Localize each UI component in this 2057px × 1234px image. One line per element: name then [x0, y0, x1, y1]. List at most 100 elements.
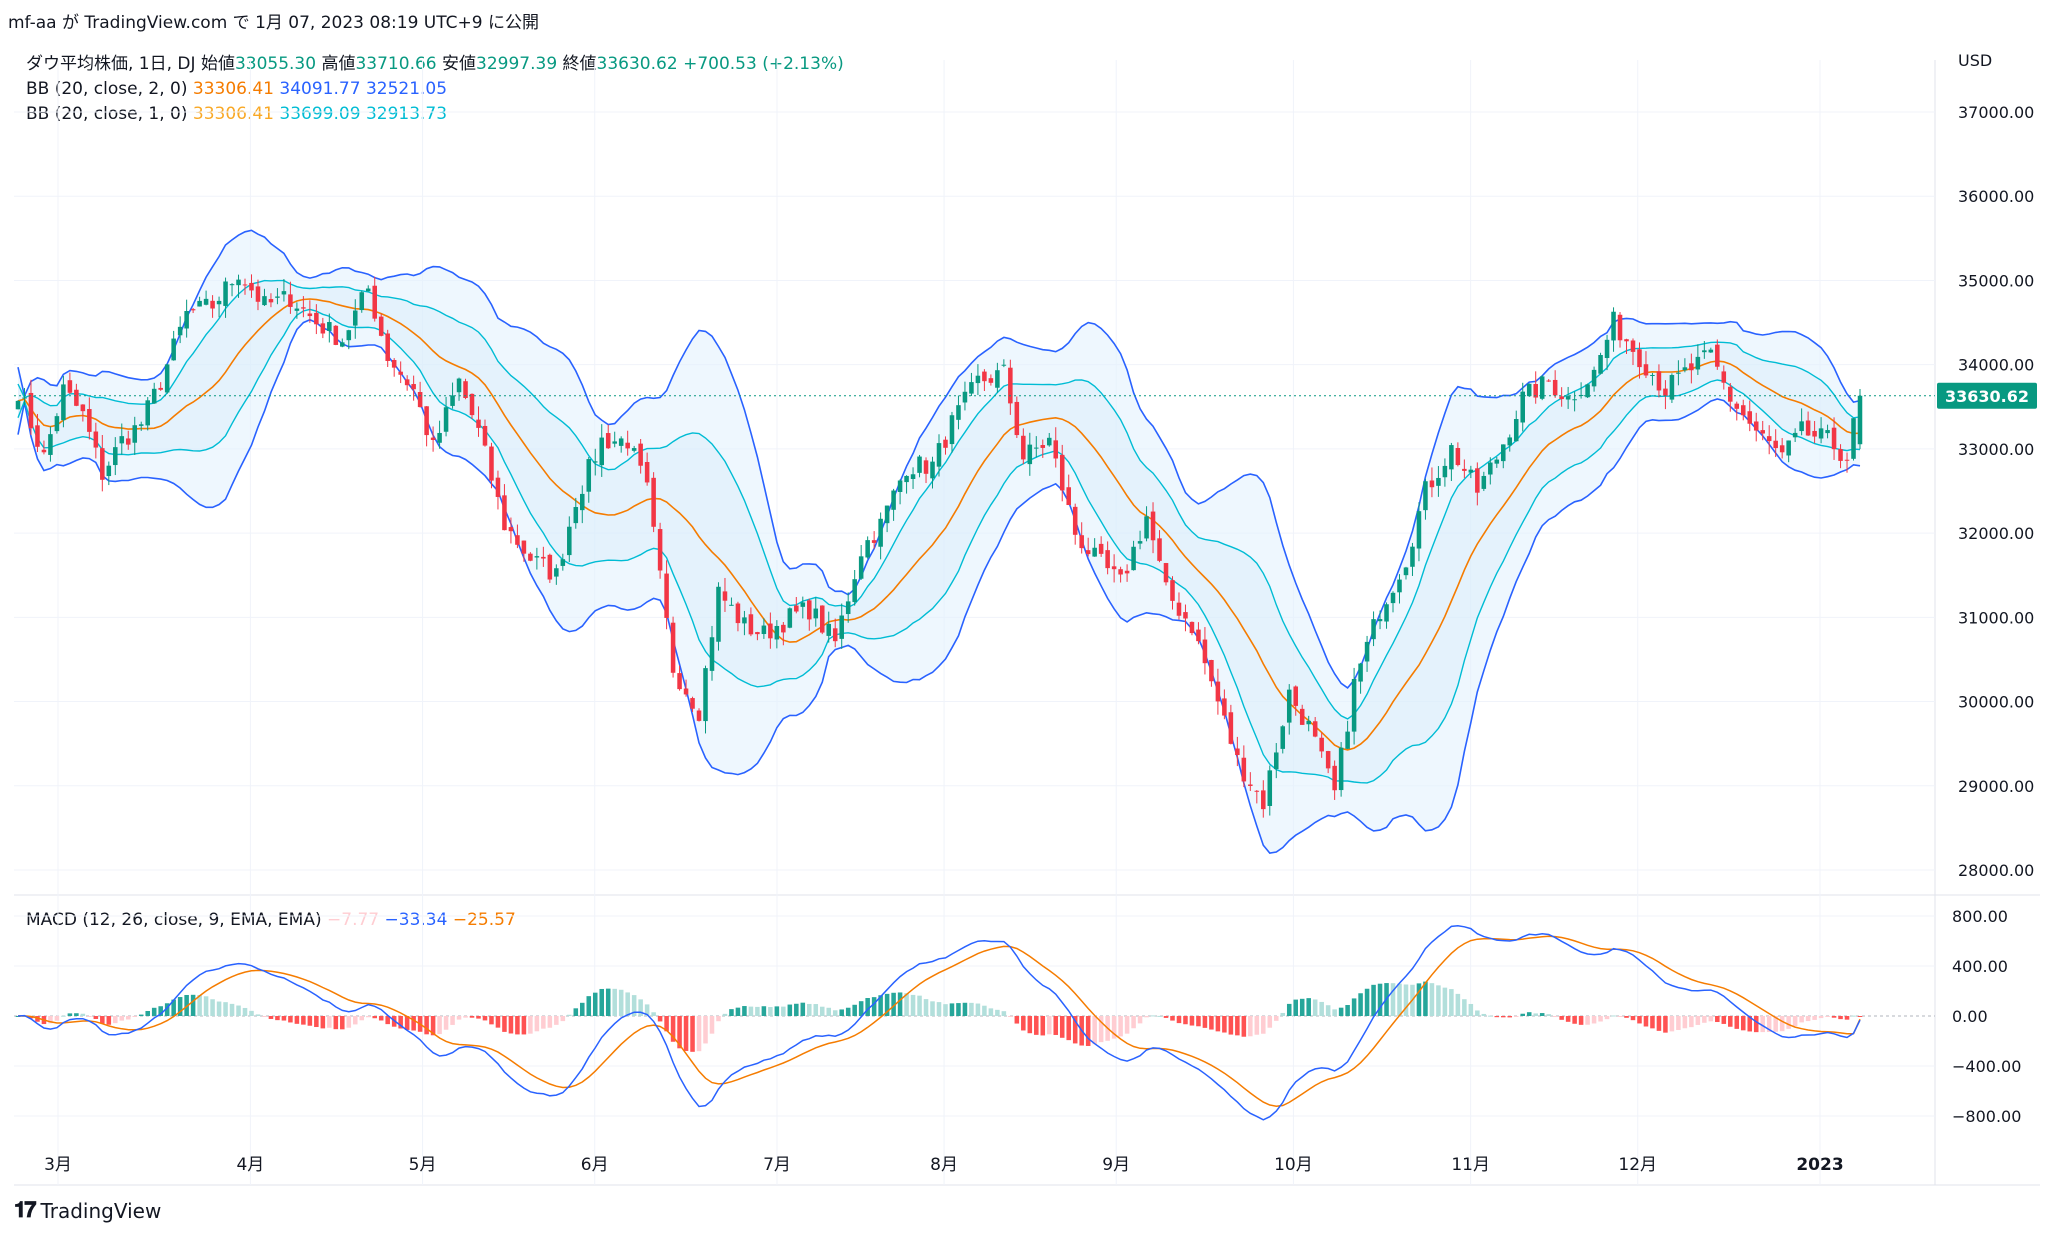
- candle-body: [1384, 604, 1389, 622]
- candle-body: [923, 460, 929, 474]
- candle-body: [411, 384, 416, 390]
- candle-body: [930, 461, 935, 479]
- macd-histogram-bar: [1034, 1016, 1039, 1035]
- macd-histogram-bar: [1838, 1016, 1843, 1020]
- bb2-label[interactable]: BB (20, close, 2, 0): [26, 79, 188, 99]
- candle-body: [742, 617, 747, 624]
- candle-body: [1027, 444, 1033, 465]
- candle-body: [729, 604, 734, 606]
- macd-histogram-bar: [1721, 1016, 1727, 1024]
- macd-hist-value: −7.77: [327, 910, 380, 930]
- candle-body: [476, 419, 481, 428]
- macd-histogram-bar: [1196, 1016, 1201, 1027]
- macd-histogram-bar: [158, 1006, 163, 1016]
- candle-body: [184, 310, 189, 329]
- macd-histogram-bar: [1475, 1010, 1480, 1016]
- macd-histogram-bar: [210, 999, 215, 1016]
- tradingview-logo-icon: 𝟏𝟕: [14, 1198, 37, 1223]
- price-tick-label: 29000.00: [1958, 777, 2034, 796]
- candle-body: [268, 299, 274, 303]
- candle-body: [1163, 563, 1169, 583]
- macd-histogram-bar: [1098, 1016, 1104, 1043]
- macd-histogram-bar: [982, 1005, 987, 1016]
- candle-body: [1617, 314, 1623, 341]
- candle-body: [1241, 757, 1247, 782]
- macd-histogram-bar: [1377, 983, 1383, 1016]
- macd-histogram-bar: [48, 1016, 53, 1024]
- bb1-label[interactable]: BB (20, close, 1, 0): [26, 104, 188, 124]
- macd-histogram-bar: [151, 1007, 157, 1016]
- candle-body: [164, 364, 170, 393]
- candle-body: [352, 310, 358, 326]
- macd-histogram-bar: [1332, 1009, 1337, 1016]
- macd-histogram-bar: [1124, 1016, 1130, 1034]
- macd-histogram-bar: [1176, 1016, 1182, 1024]
- candle-body: [631, 448, 637, 451]
- macd-histogram-bar: [677, 1016, 682, 1049]
- macd-line: [17, 924, 1861, 1121]
- macd-histogram-bar: [1740, 1016, 1746, 1031]
- currency-label[interactable]: USD: [1958, 51, 1993, 70]
- candle-body: [871, 540, 877, 543]
- candle-body: [956, 405, 961, 420]
- candle-body: [1630, 340, 1636, 352]
- macd-histogram-bar: [1293, 999, 1298, 1016]
- candle-body: [1702, 350, 1707, 353]
- macd-histogram-bar: [884, 993, 890, 1016]
- brand-logo[interactable]: 𝟏𝟕 TradingView: [14, 1198, 161, 1223]
- candle-body: [1325, 751, 1331, 769]
- macd-histogram-bar: [1306, 998, 1311, 1016]
- macd-histogram-bar: [904, 993, 909, 1016]
- candle-body: [1105, 550, 1110, 569]
- macd-histogram-bar: [365, 1016, 371, 1018]
- candle-body: [15, 400, 21, 410]
- candle-body: [781, 624, 786, 633]
- macd-histogram-bar: [1728, 1016, 1733, 1027]
- macd-histogram-bar: [35, 1016, 40, 1022]
- macd-histogram-bar: [1857, 1016, 1863, 1017]
- macd-histogram-bar: [1501, 1016, 1506, 1018]
- candle-body: [340, 342, 345, 347]
- candle-body: [1397, 579, 1402, 593]
- macd-histogram-bar: [1507, 1016, 1513, 1018]
- macd-histogram-bar: [1585, 1016, 1590, 1025]
- candle-body: [242, 284, 248, 286]
- candle-body: [1799, 421, 1804, 432]
- macd-tick-label: −400.00: [1952, 1057, 2021, 1076]
- candle-body: [1131, 546, 1136, 571]
- macd-label[interactable]: MACD (12, 26, close, 9, EMA, EMA): [26, 910, 322, 930]
- macd-histogram-bar: [1565, 1016, 1571, 1022]
- candle-body: [612, 441, 617, 444]
- candle-body: [768, 623, 773, 639]
- macd-histogram-bar: [1449, 989, 1454, 1016]
- candle-body: [1449, 445, 1454, 470]
- candle-body: [74, 389, 79, 406]
- candle-body: [424, 406, 429, 436]
- macd-histogram-bar: [1805, 1016, 1811, 1022]
- candle-body: [502, 495, 507, 531]
- candle-body: [1825, 430, 1830, 434]
- macd-histogram-bar: [1831, 1016, 1837, 1018]
- candle-body: [1728, 386, 1733, 402]
- macd-histogram-bar: [372, 1016, 377, 1019]
- macd-histogram-bar: [197, 995, 202, 1016]
- candle-body: [1079, 535, 1084, 549]
- macd-histogram-bar: [378, 1016, 384, 1021]
- macd-histogram-bar: [113, 1016, 118, 1024]
- macd-histogram-bar: [605, 988, 611, 1016]
- macd-histogram-bar: [1235, 1016, 1240, 1036]
- macd-histogram-bar: [1779, 1016, 1785, 1032]
- macd-histogram-bar: [307, 1016, 313, 1026]
- macd-histogram-bar: [1812, 1016, 1817, 1020]
- candle-body: [1676, 372, 1681, 374]
- candle-body: [962, 391, 968, 403]
- candle-body: [437, 432, 442, 443]
- macd-histogram-bar: [1254, 1016, 1260, 1035]
- macd-histogram-bar: [1319, 1001, 1324, 1016]
- macd-histogram-bar: [1481, 1013, 1487, 1016]
- candle-body: [391, 359, 397, 368]
- candle-body: [1410, 546, 1415, 567]
- candle-body: [1779, 445, 1785, 453]
- symbol-title[interactable]: ダウ平均株価, 1日, DJ: [26, 54, 196, 74]
